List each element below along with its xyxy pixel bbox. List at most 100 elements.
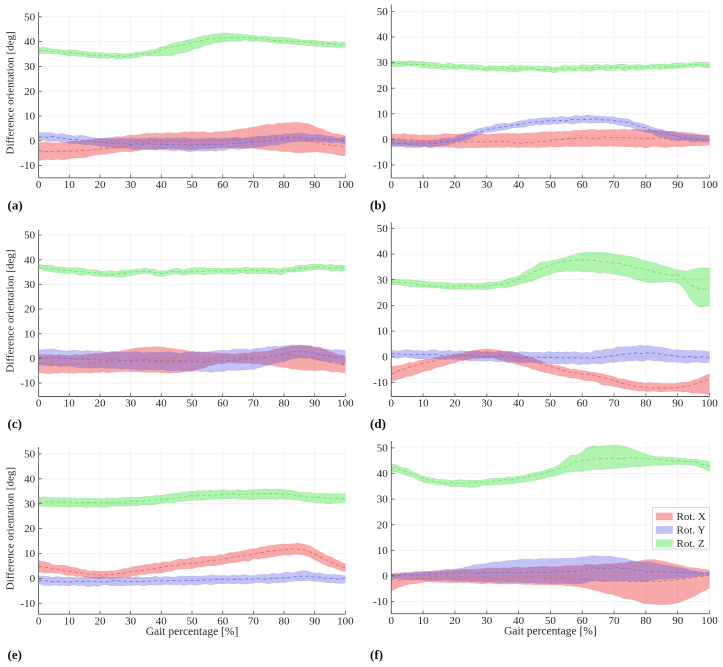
- svg-text:70: 70: [248, 615, 260, 627]
- svg-text:50: 50: [24, 449, 36, 461]
- svg-text:40: 40: [377, 249, 389, 261]
- svg-text:50: 50: [377, 6, 389, 18]
- svg-text:80: 80: [279, 398, 291, 410]
- svg-text:20: 20: [24, 523, 36, 535]
- svg-text:50: 50: [377, 223, 389, 235]
- svg-text:80: 80: [279, 615, 291, 627]
- svg-text:40: 40: [377, 468, 389, 480]
- svg-text:60: 60: [217, 615, 229, 627]
- svg-text:Rot. Z: Rot. Z: [677, 538, 705, 550]
- svg-text:50: 50: [187, 179, 199, 191]
- svg-text:30: 30: [377, 494, 389, 506]
- svg-text:40: 40: [513, 398, 525, 410]
- svg-text:20: 20: [377, 300, 389, 312]
- svg-text:70: 70: [248, 179, 260, 191]
- svg-text:90: 90: [309, 615, 321, 627]
- svg-text:50: 50: [187, 398, 199, 410]
- svg-text:80: 80: [279, 179, 291, 191]
- svg-text:10: 10: [377, 326, 389, 338]
- svg-text:10: 10: [64, 398, 76, 410]
- svg-text:10: 10: [418, 398, 430, 410]
- svg-text:10: 10: [377, 545, 389, 557]
- svg-text:100: 100: [701, 615, 718, 627]
- svg-text:0: 0: [389, 179, 395, 191]
- svg-text:-10: -10: [373, 160, 388, 172]
- svg-text:20: 20: [449, 398, 461, 410]
- svg-text:50: 50: [24, 11, 36, 23]
- svg-text:40: 40: [24, 473, 36, 485]
- svg-text:Difference orientation [deg]: Difference orientation [deg]: [4, 467, 16, 590]
- svg-text:20: 20: [449, 615, 461, 627]
- svg-text:50: 50: [187, 615, 199, 627]
- svg-text:70: 70: [609, 615, 621, 627]
- svg-text:90: 90: [672, 615, 684, 627]
- svg-text:10: 10: [377, 108, 389, 120]
- svg-text:-10: -10: [20, 598, 35, 610]
- svg-text:Difference orientation [deg]: Difference orientation [deg]: [4, 250, 16, 373]
- svg-text:0: 0: [382, 134, 388, 146]
- svg-text:100: 100: [337, 615, 354, 627]
- svg-text:70: 70: [609, 398, 621, 410]
- svg-text:20: 20: [95, 615, 107, 627]
- svg-text:20: 20: [95, 179, 107, 191]
- svg-text:30: 30: [125, 179, 137, 191]
- svg-text:60: 60: [217, 398, 229, 410]
- svg-text:Rot. Y: Rot. Y: [677, 525, 706, 537]
- svg-text:60: 60: [577, 615, 589, 627]
- svg-text:-10: -10: [373, 377, 388, 389]
- svg-text:90: 90: [672, 179, 684, 191]
- svg-text:20: 20: [24, 304, 36, 316]
- svg-text:(a): (a): [8, 198, 23, 213]
- svg-text:50: 50: [545, 179, 557, 191]
- svg-text:Rot. X: Rot. X: [677, 511, 706, 523]
- svg-text:90: 90: [309, 179, 321, 191]
- svg-text:40: 40: [156, 398, 168, 410]
- svg-text:60: 60: [577, 398, 589, 410]
- svg-text:10: 10: [64, 179, 76, 191]
- svg-text:10: 10: [64, 615, 76, 627]
- svg-text:0: 0: [389, 615, 395, 627]
- svg-text:40: 40: [156, 615, 168, 627]
- svg-text:0: 0: [36, 179, 42, 191]
- svg-text:0: 0: [30, 573, 36, 585]
- svg-text:30: 30: [125, 615, 137, 627]
- svg-text:30: 30: [481, 179, 493, 191]
- svg-text:10: 10: [24, 548, 36, 560]
- svg-text:50: 50: [377, 443, 389, 455]
- svg-text:0: 0: [30, 353, 36, 365]
- svg-text:30: 30: [377, 57, 389, 69]
- svg-text:80: 80: [640, 615, 652, 627]
- svg-text:0: 0: [30, 135, 36, 147]
- svg-text:100: 100: [337, 398, 354, 410]
- svg-text:30: 30: [24, 61, 36, 73]
- svg-text:0: 0: [36, 398, 42, 410]
- svg-text:60: 60: [217, 179, 229, 191]
- svg-text:70: 70: [248, 398, 260, 410]
- svg-text:-10: -10: [373, 596, 388, 608]
- svg-text:-10: -10: [20, 160, 35, 172]
- svg-text:-10: -10: [20, 378, 35, 390]
- svg-text:30: 30: [125, 398, 137, 410]
- svg-text:20: 20: [24, 86, 36, 98]
- svg-text:70: 70: [609, 179, 621, 191]
- svg-text:50: 50: [545, 615, 557, 627]
- svg-text:90: 90: [672, 398, 684, 410]
- svg-text:0: 0: [382, 571, 388, 583]
- svg-text:(b): (b): [370, 198, 386, 213]
- svg-text:30: 30: [24, 279, 36, 291]
- svg-text:20: 20: [377, 519, 389, 531]
- svg-text:60: 60: [577, 179, 589, 191]
- svg-text:10: 10: [418, 615, 430, 627]
- svg-text:40: 40: [513, 179, 525, 191]
- svg-text:50: 50: [545, 398, 557, 410]
- svg-text:Difference orientation [deg]: Difference orientation [deg]: [4, 31, 16, 154]
- svg-text:80: 80: [640, 398, 652, 410]
- svg-text:50: 50: [24, 230, 36, 242]
- svg-text:30: 30: [24, 498, 36, 510]
- svg-text:Gait percentage [%]: Gait percentage [%]: [146, 626, 239, 638]
- svg-text:Gait percentage [%]: Gait percentage [%]: [504, 626, 597, 638]
- svg-text:40: 40: [377, 32, 389, 44]
- svg-text:30: 30: [377, 274, 389, 286]
- svg-text:100: 100: [701, 398, 718, 410]
- svg-text:10: 10: [24, 328, 36, 340]
